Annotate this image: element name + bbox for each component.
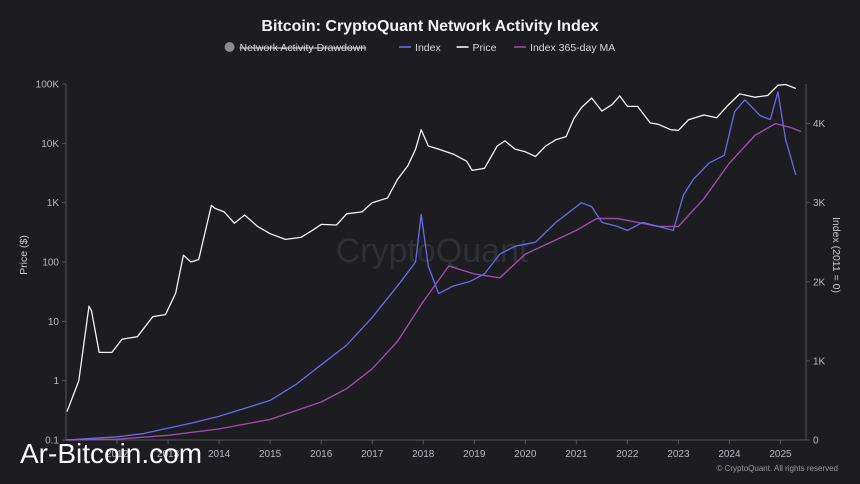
x-tick-label: 2023 xyxy=(667,449,690,460)
x-tick-label: 2021 xyxy=(565,449,588,460)
y-right-tick-label: 0 xyxy=(813,436,819,447)
y-left-axis-label: Price ($) xyxy=(18,235,30,275)
x-tick-label: 2019 xyxy=(463,449,486,460)
copyright-credit: © CryptoQuant. All rights reserved xyxy=(717,464,839,473)
legend-item[interactable]: Index xyxy=(399,42,441,54)
legend-label: Index 365-day MA xyxy=(530,42,615,54)
y-right-tick-label: 4K xyxy=(813,119,826,130)
legend-label: Index xyxy=(415,42,441,54)
x-tick-label: 2020 xyxy=(514,449,537,460)
x-tick-label: 2025 xyxy=(769,449,792,460)
chart-title: Bitcoin: CryptoQuant Network Activity In… xyxy=(261,18,598,35)
x-tick-label: 2016 xyxy=(310,449,333,460)
y-left-tick-label: 1K xyxy=(47,198,60,209)
x-tick-label: 2013 xyxy=(157,449,180,460)
y-right-tick-label: 2K xyxy=(813,277,826,288)
x-tick-label: 2012 xyxy=(106,449,129,460)
legend-item[interactable]: Index 365-day MA xyxy=(514,42,615,54)
legend-marker xyxy=(224,42,235,52)
x-tick-label: 2014 xyxy=(208,449,231,460)
x-tick-label: 2015 xyxy=(259,449,282,460)
legend-label: Network Activity Drawdown xyxy=(240,42,367,54)
series-line-index-365-day-ma xyxy=(65,122,802,441)
y-right-tick-label: 1K xyxy=(813,356,826,367)
axes: 2012 2013 2014 2015 2016 2017 2018 2019 2020 2021… xyxy=(36,80,826,461)
y-left-tick-label: 10 xyxy=(48,317,60,328)
x-tick-label: 2018 xyxy=(412,449,435,460)
legend: Network Activity Drawdown Index Price Index… xyxy=(224,42,615,54)
y-left-tick-label: 100K xyxy=(36,80,60,91)
x-tick-label: 2022 xyxy=(616,449,639,460)
legend-item[interactable]: Price xyxy=(456,42,497,54)
y-left-tick-label: 0.1 xyxy=(45,436,59,447)
x-tick-label: 2024 xyxy=(718,449,741,460)
series-line-price xyxy=(66,83,797,412)
y-left-tick-label: 100 xyxy=(42,258,59,269)
x-tick-label: 2017 xyxy=(361,449,384,460)
legend-label: Price xyxy=(473,42,497,54)
series-layer xyxy=(65,83,802,441)
y-right-tick-label: 3K xyxy=(813,198,826,209)
legend-item[interactable]: Network Activity Drawdown xyxy=(224,42,367,54)
y-left-tick-label: 10K xyxy=(41,139,59,150)
y-right-axis-label: Index (2011 = 0) xyxy=(830,217,842,293)
watermark: CryptoQuant xyxy=(336,232,529,270)
y-left-tick-label: 1 xyxy=(53,376,59,387)
source-watermark: Ar-Bitcoin.com xyxy=(20,438,202,469)
series-line-index xyxy=(65,91,797,441)
